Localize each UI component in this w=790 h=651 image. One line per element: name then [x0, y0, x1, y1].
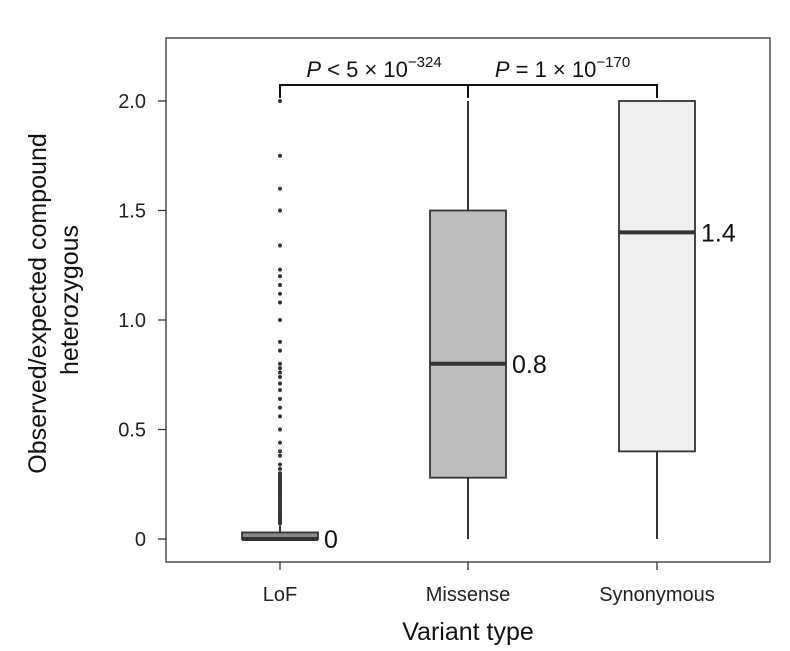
outlier-point	[278, 282, 282, 287]
box-iqr	[429, 209, 507, 479]
outlier-point	[278, 339, 282, 344]
bracket-line	[279, 84, 469, 98]
box-synonymous: 1.4	[618, 100, 736, 539]
y-tick-label: 2.0	[118, 91, 146, 113]
p-symbol: P	[306, 57, 321, 82]
significance-bracket: P < 5 × 10−324	[279, 54, 469, 98]
p-value-text: = 1 × 10	[510, 57, 597, 82]
outlier-point	[278, 291, 282, 296]
outlier-point	[278, 366, 282, 371]
y-tick-label: 0.5	[118, 420, 146, 442]
outlier-point	[278, 99, 282, 103]
box-missense: 0.8	[429, 101, 547, 539]
y-axis-title: Observed/expected compound heterozygous	[24, 126, 84, 473]
outlier-point	[278, 521, 282, 526]
x-tick-label: Missense	[426, 584, 510, 606]
outlier-point	[278, 318, 282, 322]
outlier-point	[278, 153, 282, 158]
outlier-point	[278, 405, 282, 410]
median-label: 1.4	[701, 219, 736, 247]
outlier-point	[278, 449, 282, 454]
outlier-point	[278, 361, 282, 366]
outlier-point	[278, 300, 282, 305]
outlier-point	[278, 427, 282, 432]
outlier-point	[278, 348, 282, 353]
y-tick-label: 1.0	[118, 310, 146, 332]
y-axis-title-line-2: heterozygous	[56, 225, 84, 375]
y-axis: 0 0.5 1.0 1.5 2.0	[118, 91, 166, 551]
y-axis-title-line-1: Observed/expected compound	[24, 133, 52, 474]
box-lof: 0	[241, 99, 338, 554]
outlier-point	[278, 453, 282, 458]
p-symbol: P	[495, 57, 510, 82]
p-value-text: < 5 × 10	[321, 57, 408, 82]
outlier-point	[278, 440, 282, 445]
outlier-point	[278, 466, 282, 471]
significance-brackets: P < 5 × 10−324 P = 1 × 10−170	[279, 54, 658, 98]
outlier-point	[278, 208, 282, 213]
y-tick-label: 0	[135, 529, 146, 551]
p-value-label: P = 1 × 10−170	[495, 54, 630, 82]
x-tick-label: LoF	[263, 584, 297, 606]
median-label: 0.8	[512, 351, 547, 379]
y-tick-label: 1.5	[118, 201, 146, 223]
x-axis: LoF Missense Synonymous	[263, 562, 715, 606]
significance-bracket: P = 1 × 10−170	[467, 54, 658, 98]
outlier-point	[278, 462, 282, 467]
boxes-group: 0 0.8 1.4	[241, 99, 736, 554]
outlier-point	[278, 388, 282, 393]
outlier-point	[278, 414, 282, 419]
outlier-point	[278, 396, 282, 401]
outlier-point	[278, 186, 282, 191]
median-label: 0	[324, 526, 338, 554]
p-value-exponent: −324	[408, 54, 442, 71]
x-tick-label: Synonymous	[599, 584, 715, 606]
p-value-exponent: −170	[596, 54, 630, 71]
outlier-point	[278, 243, 282, 248]
outlier-point	[278, 274, 282, 279]
outlier-point	[278, 381, 282, 386]
p-value-label: P < 5 × 10−324	[306, 54, 441, 82]
outlier-point	[278, 370, 282, 375]
x-axis-title: Variant type	[402, 618, 534, 646]
outlier-point	[278, 267, 282, 272]
outlier-point	[278, 374, 282, 379]
bracket-line	[467, 84, 658, 98]
box-iqr	[618, 100, 696, 453]
